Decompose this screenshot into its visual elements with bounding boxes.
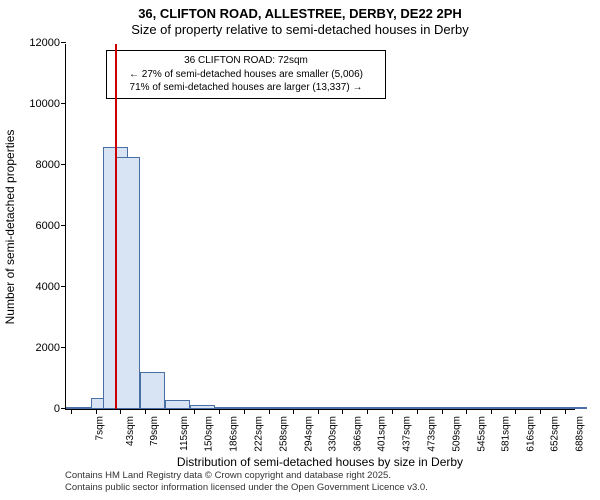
annotation-line1: 36 CLIFTON ROAD: 72sqm bbox=[112, 54, 380, 68]
x-tick-label: 616sqm bbox=[523, 416, 536, 452]
chart-title-line1: 36, CLIFTON ROAD, ALLESTREE, DERBY, DE22… bbox=[0, 0, 600, 21]
y-tick-label: 6000 bbox=[36, 220, 66, 232]
x-tick-label: 437sqm bbox=[400, 416, 413, 452]
y-tick-label: 0 bbox=[54, 403, 66, 415]
histogram-bar bbox=[66, 407, 91, 409]
y-tick-label: 12000 bbox=[29, 37, 66, 49]
x-axis-label: Distribution of semi-detached houses by … bbox=[65, 455, 575, 469]
y-tick-label: 2000 bbox=[36, 342, 66, 354]
x-tick-mark bbox=[342, 409, 343, 414]
x-tick-mark bbox=[565, 409, 566, 414]
plot-area: 36 CLIFTON ROAD: 72sqm ← 27% of semi-det… bbox=[65, 44, 575, 410]
x-tick-label: 43sqm bbox=[123, 416, 136, 446]
x-tick-label: 366sqm bbox=[351, 416, 364, 452]
chart-container: 36, CLIFTON ROAD, ALLESTREE, DERBY, DE22… bbox=[0, 0, 600, 500]
x-tick-mark bbox=[244, 409, 245, 414]
annotation-line3: 71% of semi-detached houses are larger (… bbox=[112, 81, 380, 95]
histogram-bar bbox=[165, 400, 190, 409]
y-tick-label: 10000 bbox=[29, 98, 66, 110]
x-tick-mark bbox=[318, 409, 319, 414]
x-tick-mark bbox=[293, 409, 294, 414]
x-tick-label: 150sqm bbox=[202, 416, 215, 452]
x-tick-label: 7sqm bbox=[92, 416, 105, 440]
x-tick-label: 401sqm bbox=[375, 416, 388, 452]
annotation-box: 36 CLIFTON ROAD: 72sqm ← 27% of semi-det… bbox=[106, 50, 386, 99]
x-tick-mark bbox=[540, 409, 541, 414]
reference-line bbox=[115, 44, 117, 409]
x-tick-mark bbox=[466, 409, 467, 414]
annotation-line2: ← 27% of semi-detached houses are smalle… bbox=[112, 68, 380, 82]
chart-title-line2: Size of property relative to semi-detach… bbox=[0, 21, 600, 37]
x-tick-mark bbox=[194, 409, 195, 414]
histogram-bar bbox=[116, 157, 141, 409]
x-tick-label: 294sqm bbox=[301, 416, 314, 452]
histogram-bar bbox=[140, 372, 165, 409]
x-tick-mark bbox=[145, 409, 146, 414]
x-tick-label: 688sqm bbox=[573, 416, 586, 452]
x-tick-label: 115sqm bbox=[177, 416, 190, 451]
x-tick-mark bbox=[269, 409, 270, 414]
footer-line1: Contains HM Land Registry data © Crown c… bbox=[65, 470, 428, 482]
x-tick-mark bbox=[491, 409, 492, 414]
x-tick-mark bbox=[442, 409, 443, 414]
x-tick-mark bbox=[417, 409, 418, 414]
x-tick-label: 652sqm bbox=[548, 416, 561, 452]
y-axis-label: Number of semi-detached properties bbox=[3, 130, 17, 325]
x-tick-label: 79sqm bbox=[147, 416, 160, 446]
y-tick-label: 8000 bbox=[36, 159, 66, 171]
x-tick-mark bbox=[392, 409, 393, 414]
x-tick-label: 330sqm bbox=[326, 416, 339, 452]
x-tick-mark bbox=[71, 409, 72, 414]
attribution-footer: Contains HM Land Registry data © Crown c… bbox=[65, 470, 428, 495]
y-tick-label: 4000 bbox=[36, 281, 66, 293]
x-tick-label: 509sqm bbox=[449, 416, 462, 452]
x-tick-label: 258sqm bbox=[276, 416, 289, 452]
x-tick-mark bbox=[169, 409, 170, 414]
x-tick-label: 473sqm bbox=[425, 416, 438, 452]
x-tick-label: 186sqm bbox=[227, 416, 240, 452]
x-tick-mark bbox=[367, 409, 368, 414]
x-tick-mark bbox=[219, 409, 220, 414]
x-tick-label: 581sqm bbox=[499, 416, 512, 452]
x-tick-mark bbox=[96, 409, 97, 414]
x-tick-label: 222sqm bbox=[252, 416, 265, 452]
x-tick-mark bbox=[515, 409, 516, 414]
x-tick-mark bbox=[120, 409, 121, 414]
x-tick-label: 545sqm bbox=[474, 416, 487, 452]
footer-line2: Contains public sector information licen… bbox=[65, 482, 428, 494]
